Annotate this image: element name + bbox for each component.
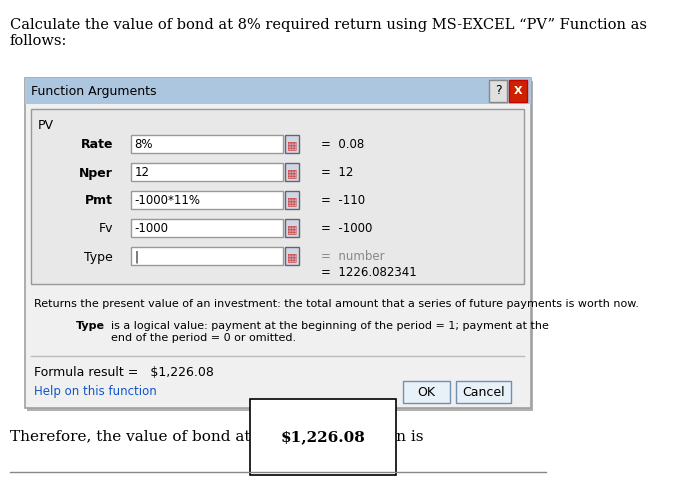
Text: Cancel: Cancel bbox=[462, 385, 504, 398]
Text: Function Arguments: Function Arguments bbox=[31, 85, 156, 97]
Text: 8%: 8% bbox=[135, 138, 153, 151]
FancyBboxPatch shape bbox=[27, 81, 533, 411]
Text: ▦: ▦ bbox=[287, 224, 297, 234]
FancyBboxPatch shape bbox=[131, 247, 283, 265]
Text: =  12: = 12 bbox=[321, 166, 353, 180]
Text: 12: 12 bbox=[135, 166, 150, 180]
Text: Rate: Rate bbox=[81, 138, 113, 151]
Text: Type: Type bbox=[85, 251, 113, 263]
Text: Type: Type bbox=[77, 321, 106, 331]
FancyBboxPatch shape bbox=[131, 191, 283, 209]
FancyBboxPatch shape bbox=[403, 381, 450, 403]
Text: =  number: = number bbox=[321, 251, 385, 263]
FancyBboxPatch shape bbox=[131, 163, 283, 181]
Text: ▦: ▦ bbox=[287, 140, 297, 150]
Text: =  -110: = -110 bbox=[321, 195, 365, 208]
FancyBboxPatch shape bbox=[284, 163, 299, 181]
Text: Fv: Fv bbox=[99, 223, 113, 236]
Text: ▦: ▦ bbox=[287, 196, 297, 206]
FancyBboxPatch shape bbox=[131, 135, 283, 153]
FancyBboxPatch shape bbox=[284, 247, 299, 265]
FancyBboxPatch shape bbox=[24, 78, 531, 408]
Text: Returns the present value of an investment: the total amount that a series of fu: Returns the present value of an investme… bbox=[35, 299, 640, 309]
Text: $1,226.08: $1,226.08 bbox=[280, 430, 366, 444]
FancyBboxPatch shape bbox=[24, 78, 531, 104]
FancyBboxPatch shape bbox=[31, 109, 524, 284]
Text: Calculate the value of bond at 8% required return using MS-EXCEL “PV” Function a: Calculate the value of bond at 8% requir… bbox=[10, 18, 647, 48]
Text: Therefore, the value of bond at 8% required return is: Therefore, the value of bond at 8% requi… bbox=[10, 430, 429, 444]
Text: Help on this function: Help on this function bbox=[35, 385, 157, 398]
FancyBboxPatch shape bbox=[508, 80, 527, 102]
FancyBboxPatch shape bbox=[284, 191, 299, 209]
FancyBboxPatch shape bbox=[284, 135, 299, 153]
Text: -1000: -1000 bbox=[135, 223, 169, 236]
Text: -1000*11%: -1000*11% bbox=[135, 195, 200, 208]
FancyBboxPatch shape bbox=[489, 80, 507, 102]
Text: X: X bbox=[513, 86, 522, 96]
Text: Pmt: Pmt bbox=[85, 195, 113, 208]
Text: PV: PV bbox=[38, 119, 53, 132]
FancyBboxPatch shape bbox=[456, 381, 511, 403]
Text: =  1226.082341: = 1226.082341 bbox=[321, 266, 416, 278]
Text: ▦: ▦ bbox=[287, 168, 297, 178]
Text: ▦: ▦ bbox=[287, 252, 297, 262]
Text: =  -1000: = -1000 bbox=[321, 223, 372, 236]
Text: Nper: Nper bbox=[79, 166, 113, 180]
Text: =  0.08: = 0.08 bbox=[321, 138, 364, 151]
Text: ?: ? bbox=[495, 85, 501, 97]
Text: is a logical value: payment at the beginning of the period = 1; payment at the
e: is a logical value: payment at the begin… bbox=[111, 321, 548, 343]
Text: Formula result =   $1,226.08: Formula result = $1,226.08 bbox=[35, 366, 215, 379]
Text: |: | bbox=[135, 251, 139, 263]
FancyBboxPatch shape bbox=[131, 219, 283, 237]
FancyBboxPatch shape bbox=[284, 219, 299, 237]
Text: OK: OK bbox=[417, 385, 435, 398]
